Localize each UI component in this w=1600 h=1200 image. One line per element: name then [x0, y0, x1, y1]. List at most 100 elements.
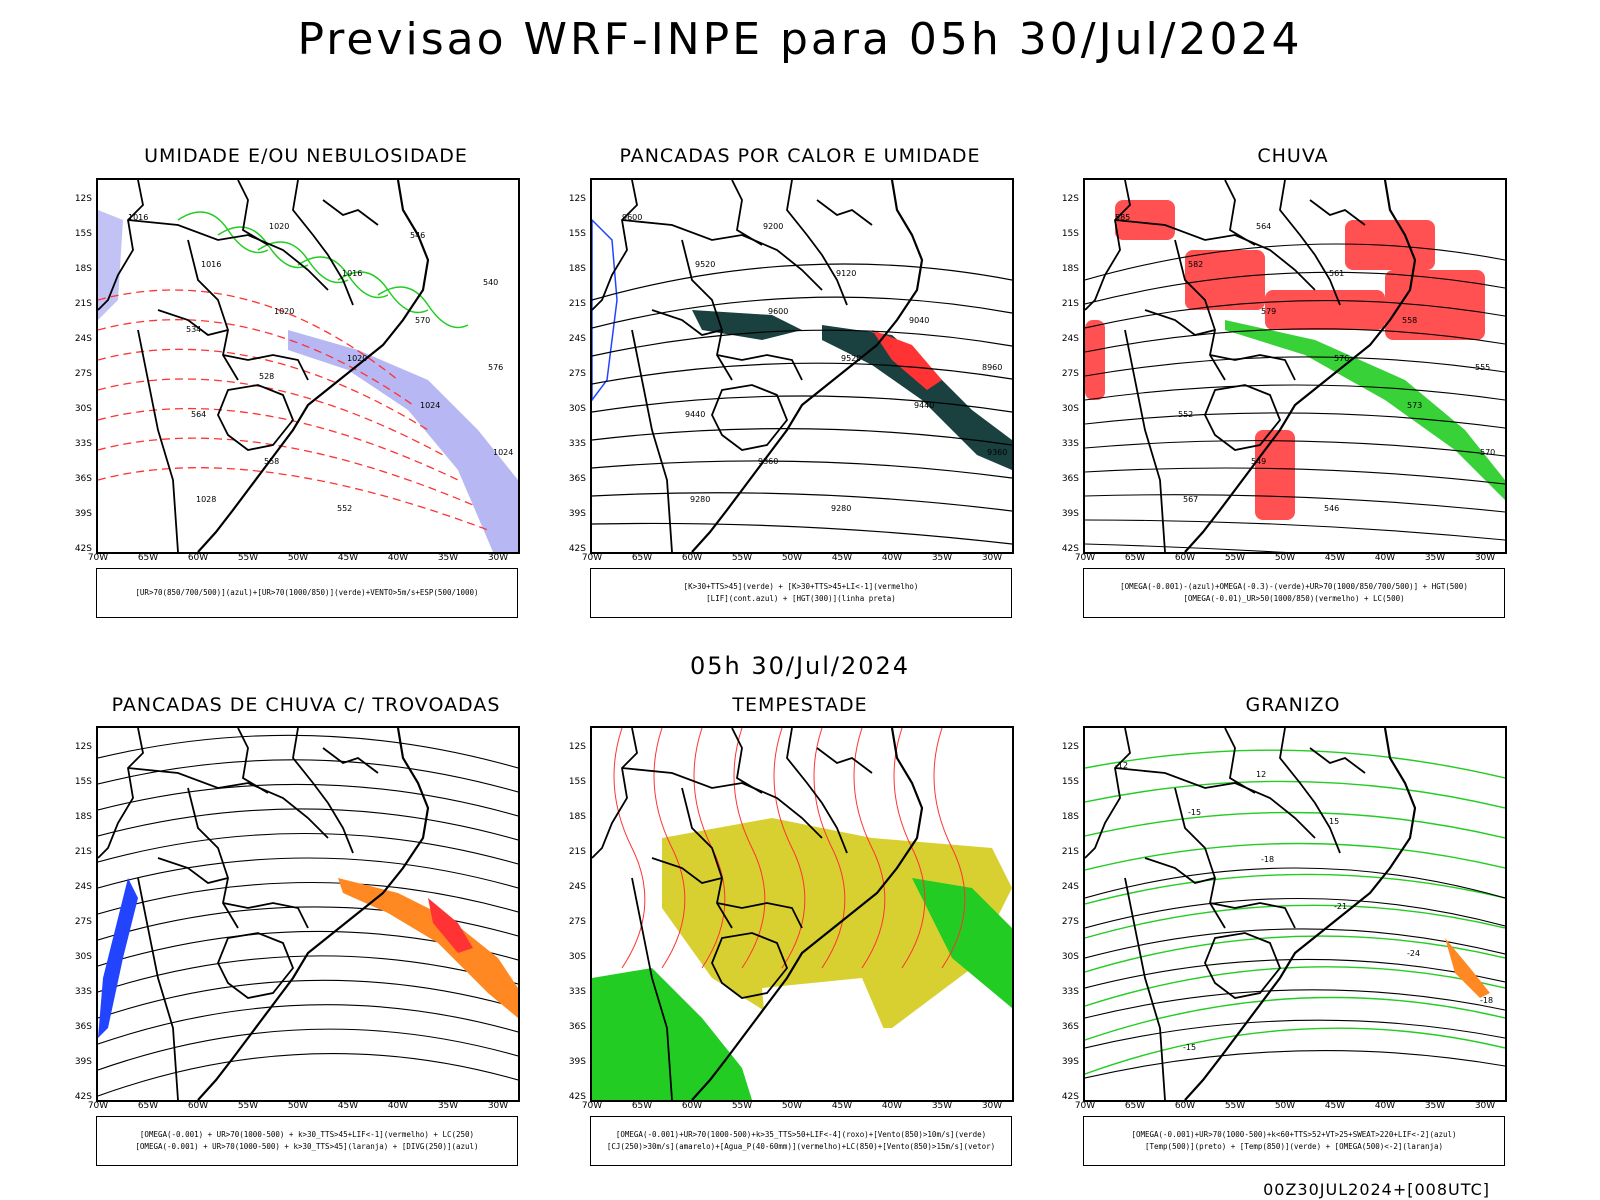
latitude-tick: 24S: [74, 334, 92, 344]
longitude-tick: 60W: [681, 553, 703, 563]
contour-label: -18: [1261, 855, 1274, 864]
latitude-tick: 15S: [1061, 229, 1079, 239]
panel-title: TEMPESTADE: [732, 694, 868, 716]
latitude-tick: 42S: [74, 544, 92, 554]
longitude-tick: 70W: [581, 1101, 603, 1111]
latitude-tick: 15S: [1061, 777, 1079, 787]
latitude-tick: 18S: [568, 264, 586, 274]
contour-label: 1016: [128, 213, 148, 222]
longitude-tick: 50W: [1274, 1101, 1296, 1111]
longitude-tick: 60W: [1174, 553, 1196, 563]
longitude-tick: 55W: [1224, 553, 1246, 563]
latitude-tick: 27S: [568, 369, 586, 379]
latitude-tick: 15S: [568, 777, 586, 787]
latitude-tick: 27S: [1061, 917, 1079, 927]
map-canvas: [98, 728, 518, 1100]
contour-label: 9280: [831, 504, 851, 513]
contour-label: 1016: [201, 260, 221, 269]
longitude-tick: 30W: [1474, 1101, 1496, 1111]
longitude-tick: 35W: [1424, 1101, 1446, 1111]
longitude-tick: 30W: [487, 553, 509, 563]
longitude-tick: 35W: [1424, 553, 1446, 563]
latitude-tick: 15S: [74, 229, 92, 239]
forecast-map: 9600 9520 9600 9520 9440 9360 9280 9200 9120 9040…: [590, 178, 1014, 554]
longitude-tick: 65W: [1124, 553, 1146, 563]
latitude-tick: 30S: [1061, 404, 1079, 414]
contour-label: -15: [1188, 808, 1201, 817]
contour-label: 576: [488, 363, 503, 372]
contour-label: 12: [1256, 770, 1266, 779]
contour-label: 15: [1329, 817, 1339, 826]
longitude-tick: 55W: [731, 1101, 753, 1111]
longitude-tick: 55W: [237, 553, 259, 563]
longitude-tick: 45W: [1324, 553, 1346, 563]
contour-label: 558: [1402, 316, 1417, 325]
contour-label: 1020: [269, 222, 289, 231]
longitude-tick: 65W: [1124, 1101, 1146, 1111]
latitude-tick: 33S: [74, 439, 92, 449]
longitude-tick: 40W: [387, 553, 409, 563]
latitude-tick: 27S: [74, 369, 92, 379]
contour-label: 564: [1256, 222, 1271, 231]
latitude-tick: 42S: [74, 1092, 92, 1102]
latitude-tick: 21S: [568, 299, 586, 309]
contour-label: -12: [1115, 761, 1128, 770]
longitude-tick: 45W: [1324, 1101, 1346, 1111]
contour-label: 585: [1115, 213, 1130, 222]
longitude-tick: 60W: [681, 1101, 703, 1111]
latitude-tick: 36S: [568, 474, 586, 484]
map-canvas: 9600 9520 9600 9520 9440 9360 9280 9200 9120 9040…: [592, 180, 1012, 552]
latitude-tick: 36S: [74, 474, 92, 484]
longitude-tick: 70W: [1074, 553, 1096, 563]
latitude-tick: 24S: [1061, 334, 1079, 344]
longitude-tick: 50W: [287, 553, 309, 563]
latitude-tick: 36S: [568, 1022, 586, 1032]
contour-label: 1016: [342, 269, 362, 278]
latitude-tick: 12S: [74, 742, 92, 752]
contour-label: 9120: [836, 269, 856, 278]
latitude-tick: 21S: [74, 847, 92, 857]
longitude-tick: 45W: [337, 1101, 359, 1111]
contour-label: 9280: [690, 495, 710, 504]
contour-label: 9600: [768, 307, 788, 316]
panel-title: UMIDADE E/OU NEBULOSIDADE: [144, 145, 468, 167]
longitude-tick: 50W: [781, 1101, 803, 1111]
latitude-tick: 36S: [74, 1022, 92, 1032]
map-legend: [K>30+TTS>45](verde) + [K>30+TTS>45+LI<-…: [590, 568, 1012, 618]
contour-label: -15: [1183, 1043, 1196, 1052]
longitude-tick: 35W: [931, 1101, 953, 1111]
longitude-tick: 55W: [1224, 1101, 1246, 1111]
longitude-tick: 35W: [437, 1101, 459, 1111]
contour-label: 573: [1407, 401, 1422, 410]
contour-label: 576: [1334, 354, 1349, 363]
latitude-tick: 39S: [1061, 1057, 1079, 1067]
latitude-tick: 24S: [568, 882, 586, 892]
contour-label: 9600: [622, 213, 642, 222]
latitude-tick: 12S: [568, 194, 586, 204]
longitude-tick: 65W: [137, 553, 159, 563]
longitude-tick: 70W: [581, 553, 603, 563]
longitude-tick: 60W: [1174, 1101, 1196, 1111]
latitude-tick: 39S: [74, 1057, 92, 1067]
contour-label: 9520: [841, 354, 861, 363]
map-legend: [OMEGA(-0.001)-(azul)+OMEGA(-0.3)-(verde…: [1083, 568, 1505, 618]
longitude-tick: 30W: [981, 1101, 1003, 1111]
panel-title: PANCADAS DE CHUVA C/ TROVOADAS: [111, 694, 501, 716]
contour-label: 558: [264, 457, 279, 466]
forecast-time-subtitle: 05h 30/Jul/2024: [689, 652, 911, 680]
map-canvas: 1016 1016 1020 1020 1024 1024 1028 1020 1016 570 5…: [98, 180, 518, 552]
longitude-tick: 30W: [487, 1101, 509, 1111]
latitude-tick: 30S: [74, 952, 92, 962]
contour-label: 9440: [914, 401, 934, 410]
latitude-tick: 21S: [1061, 299, 1079, 309]
contour-label: 9440: [685, 410, 705, 419]
panel-title: PANCADAS POR CALOR E UMIDADE: [619, 145, 981, 167]
latitude-tick: 24S: [74, 882, 92, 892]
longitude-tick: 50W: [287, 1101, 309, 1111]
latitude-tick: 24S: [1061, 882, 1079, 892]
longitude-tick: 45W: [337, 553, 359, 563]
longitude-tick: 30W: [1474, 553, 1496, 563]
contour-label: 552: [1178, 410, 1193, 419]
latitude-tick: 30S: [568, 952, 586, 962]
map-legend: [UR>70(850/700/500)](azul)+[UR>70(1000/8…: [96, 568, 518, 618]
